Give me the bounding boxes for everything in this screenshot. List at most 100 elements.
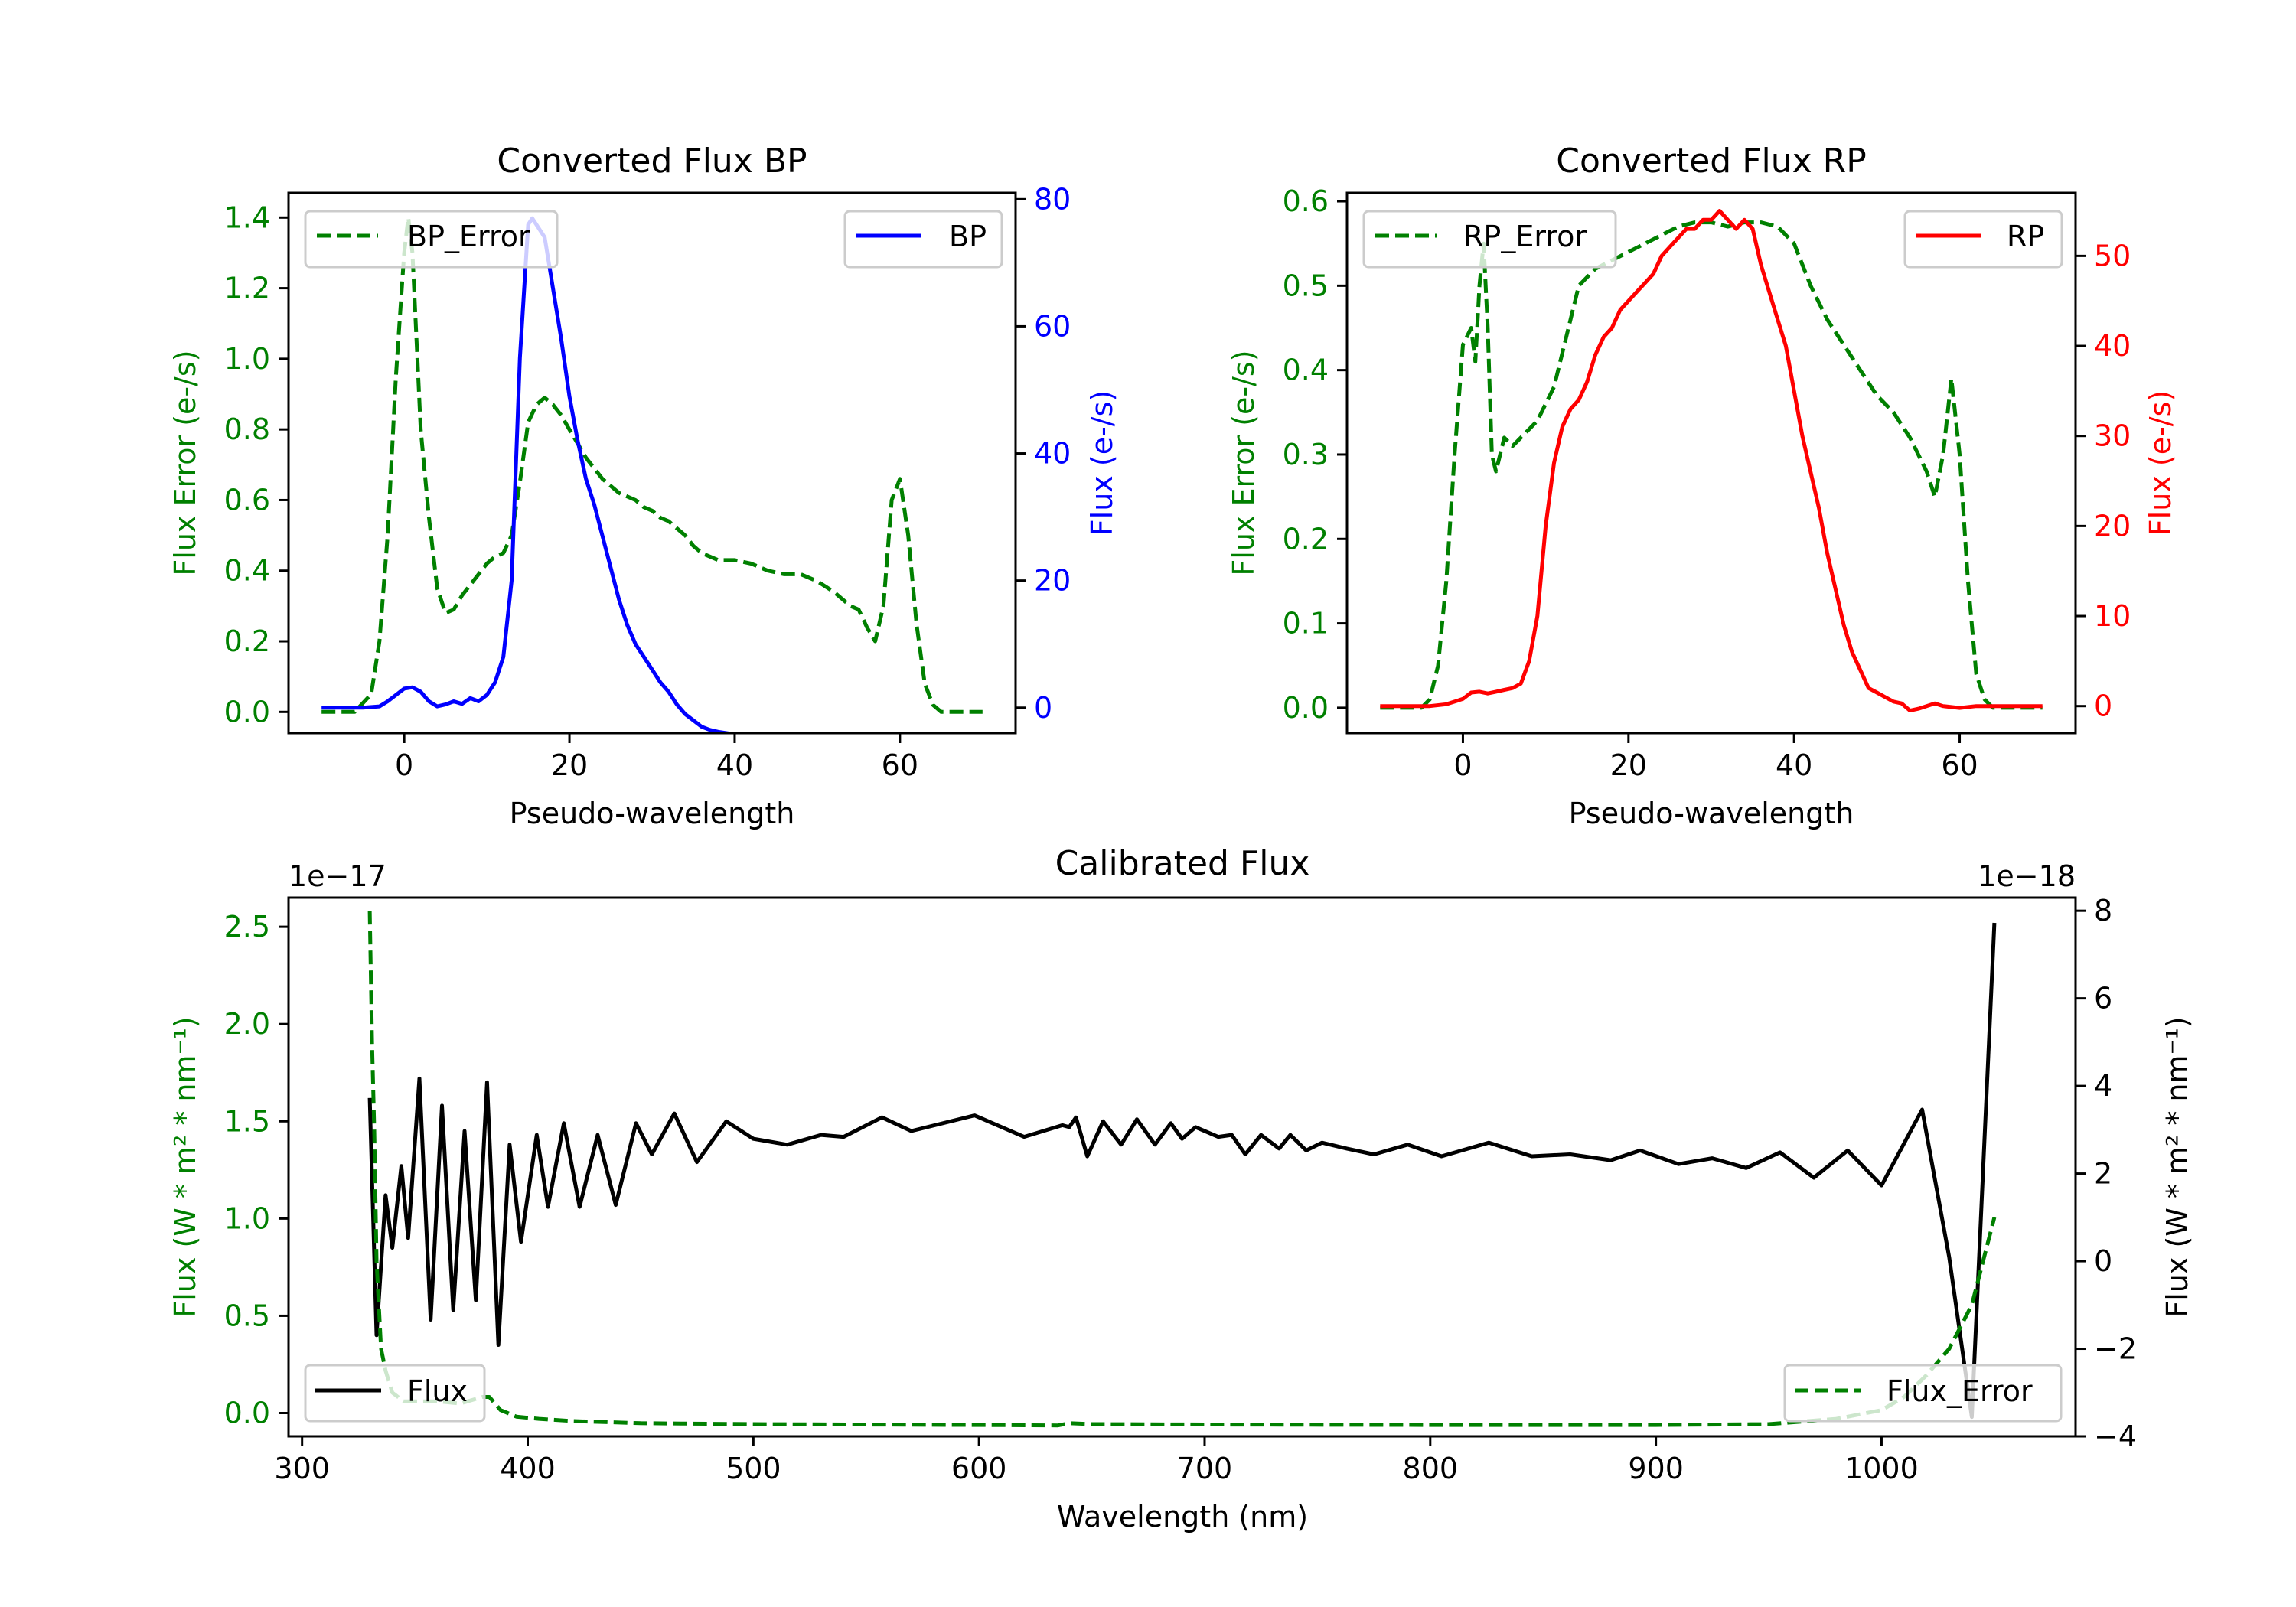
legend-label-rp: RP	[2007, 220, 2044, 253]
y-tick-label-left: 0.5	[224, 1299, 270, 1332]
subplot-bp-legend-right: BP	[843, 210, 1003, 269]
subplot-calibrated-ylabel-left: Flux (W * m² * nm⁻¹)	[168, 1016, 202, 1317]
subplot-rp-plot-area	[1380, 209, 2043, 713]
y-tick-label-right: 40	[2094, 329, 2131, 363]
y-tick-label-left: 0.2	[224, 624, 270, 658]
x-tick-label: 300	[274, 1452, 330, 1485]
series-line-rp	[1380, 209, 2043, 713]
legend-label-flux: Flux	[407, 1374, 468, 1408]
subplot-rp-title: Converted Flux RP	[1556, 142, 1867, 181]
x-tick-label: 600	[951, 1452, 1007, 1485]
series-line-rp-error	[1380, 220, 2043, 710]
subplot-calibrated-xlabel: Wavelength (nm)	[1057, 1500, 1308, 1534]
y-tick-label-left: 0.0	[1283, 691, 1329, 725]
y-tick-label-left: 1.5	[224, 1104, 270, 1138]
series-line-flux	[367, 922, 1997, 1420]
subplot-bp-ticks: 0 20 40 60 0.0 0.2 0.4 0.6 0.8 1.0 1.2 1.4 0 20 40 60 80	[224, 182, 1071, 782]
y-tick-label-left: 2.5	[224, 910, 270, 944]
y-tick-label-left: 1.2	[224, 272, 270, 305]
subplot-bp: Converted Flux BP Pseudo-wavelength Flux…	[168, 142, 1119, 830]
y-tick-label-left: 0.3	[1283, 438, 1329, 471]
y-tick-label-right: −2	[2094, 1332, 2137, 1366]
subplot-calibrated: Calibrated Flux Wavelength (nm) Flux (W …	[168, 844, 2194, 1534]
subplot-calibrated-legend-left: Flux	[304, 1364, 486, 1423]
legend-frame	[304, 1364, 486, 1423]
x-tick-label: 40	[716, 748, 753, 782]
subplot-bp-plot-area	[321, 215, 983, 733]
legend-frame	[304, 210, 559, 269]
legend-frame	[843, 210, 1003, 269]
series-line-bp	[321, 216, 741, 733]
y-tick-label-left: 0.4	[1283, 354, 1329, 387]
y-tick-label-right: 4	[2094, 1069, 2112, 1103]
x-tick-label: 400	[500, 1452, 556, 1485]
subplot-calibrated-offset-right: 1e−18	[1978, 859, 2076, 893]
y-tick-label-left: 0.6	[224, 483, 270, 517]
subplot-rp: Converted Flux RP Pseudo-wavelength Flux…	[1227, 142, 2177, 830]
y-tick-label-right: 50	[2094, 239, 2131, 272]
x-tick-label: 60	[882, 748, 918, 782]
y-tick-label-left: 0.2	[1283, 522, 1329, 556]
y-tick-label-right: 2	[2094, 1157, 2112, 1191]
y-tick-label-left: 1.4	[224, 200, 270, 234]
y-tick-label-left: 2.0	[224, 1007, 270, 1041]
y-tick-label-left: 0.4	[224, 554, 270, 588]
y-tick-label-right: 10	[2094, 599, 2131, 633]
legend-label-bp-error: BP_Error	[407, 220, 530, 253]
subplot-bp-ylabel-left: Flux Error (e-/s)	[168, 350, 202, 575]
subplot-calibrated-title: Calibrated Flux	[1055, 844, 1310, 883]
subplot-calibrated-offset-left: 1e−17	[289, 859, 386, 893]
y-tick-label-right: 0	[2094, 1244, 2112, 1278]
subplot-bp-title: Converted Flux BP	[497, 142, 807, 181]
subplot-rp-ylabel-right: Flux (e-/s)	[2144, 390, 2177, 536]
y-tick-label-right: 20	[1034, 564, 1071, 598]
subplot-calibrated-legend-right: Flux_Error	[1783, 1364, 2063, 1423]
legend-frame	[1903, 210, 2063, 269]
subplot-rp-legend-left: RP_Error	[1362, 210, 1617, 269]
y-tick-label-right: 6	[2094, 982, 2112, 1015]
legend-label-rp-error: RP_Error	[1463, 220, 1587, 253]
y-tick-label-left: 1.0	[224, 1201, 270, 1235]
subplot-bp-xlabel: Pseudo-wavelength	[510, 797, 795, 830]
subplot-rp-ticks: 0 20 40 60 0.0 0.1 0.2 0.3 0.4 0.5 0.6 0 10 20 30 40 50	[1283, 184, 2131, 782]
y-tick-label-right: 8	[2094, 894, 2112, 927]
x-tick-label: 0	[395, 748, 413, 782]
x-tick-label: 700	[1177, 1452, 1233, 1485]
y-tick-label-left: 0.0	[224, 1397, 270, 1430]
y-tick-label-left: 0.6	[1283, 184, 1329, 218]
y-tick-label-right: 0	[1034, 691, 1052, 725]
y-tick-label-right: 20	[2094, 509, 2131, 543]
subplot-rp-legend-right: RP	[1903, 210, 2063, 269]
subplot-rp-xlabel: Pseudo-wavelength	[1569, 797, 1854, 830]
y-tick-label-left: 0.8	[224, 412, 270, 446]
x-tick-label: 20	[551, 748, 588, 782]
x-tick-label: 20	[1610, 748, 1647, 782]
legend-label-bp: BP	[949, 220, 987, 253]
subplot-calibrated-ylabel-right: Flux (W * m² * nm⁻¹)	[2161, 1016, 2194, 1317]
series-line-bp-error	[321, 215, 983, 714]
subplot-bp-ylabel-right: Flux (e-/s)	[1085, 390, 1119, 536]
y-tick-label-right: 0	[2094, 689, 2112, 723]
y-tick-label-left: 0.1	[1283, 607, 1329, 641]
y-tick-label-left: 0.5	[1283, 269, 1329, 302]
x-tick-label: 800	[1403, 1452, 1459, 1485]
legend-frame	[1783, 1364, 2063, 1423]
axes-frame	[1345, 191, 2077, 735]
x-tick-label: 60	[1941, 748, 1978, 782]
y-tick-label-right: 40	[1034, 437, 1071, 471]
x-tick-label: 500	[726, 1452, 781, 1485]
x-tick-label: 40	[1776, 748, 1812, 782]
y-tick-label-right: 80	[1034, 182, 1071, 216]
y-tick-label-right: −4	[2094, 1420, 2137, 1453]
subplot-rp-ylabel-left: Flux Error (e-/s)	[1227, 350, 1261, 575]
x-tick-label: 1000	[1844, 1452, 1919, 1485]
legend-frame	[1362, 210, 1617, 269]
y-tick-label-right: 30	[2094, 419, 2131, 453]
axes-frame	[287, 191, 1017, 735]
y-tick-label-left: 0.0	[224, 695, 270, 729]
y-tick-label-right: 60	[1034, 309, 1071, 343]
subplot-calibrated-ticks: 300 400 500 600 700 800 900 1000 0.0 0.5 1.0 1.5 2.0…	[224, 894, 2137, 1485]
y-tick-label-left: 1.0	[224, 342, 270, 376]
subplot-bp-legend-left: BP_Error	[304, 210, 559, 269]
